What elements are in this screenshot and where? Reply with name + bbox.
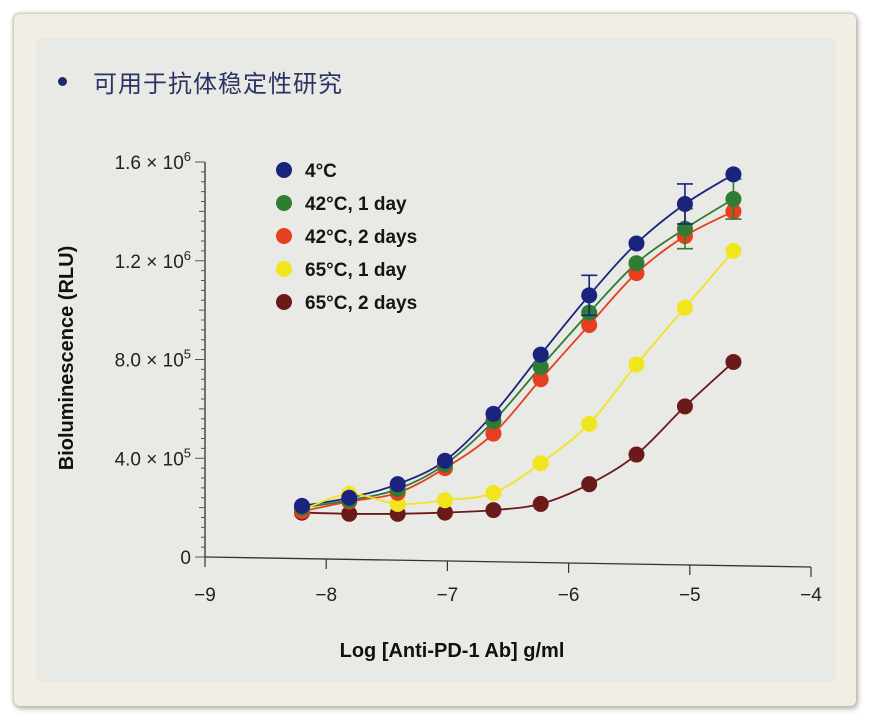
data-point (341, 505, 358, 522)
data-point (389, 476, 406, 493)
data-point (532, 495, 549, 512)
fit-curve (301, 198, 734, 509)
x-tick-label: −7 (437, 585, 459, 606)
legend: 4°C 42°C, 1 day 42°C, 2 days 65°C, 1 day 65°… (276, 161, 417, 314)
x-tick-label: −6 (558, 585, 580, 606)
data-point (628, 255, 645, 272)
data-point (532, 358, 549, 375)
data-point (485, 405, 502, 422)
data-point (389, 495, 406, 512)
data-point (341, 489, 358, 506)
legend-marker-icon (276, 162, 292, 178)
legend-marker-icon (276, 195, 292, 211)
bullet-icon (58, 77, 67, 86)
y-tick-label: 8.0 × 105 (115, 347, 191, 372)
x-tick-label: −4 (800, 585, 822, 606)
axes: 0 4.0 × 105 8.0 × 105 1.2 × 106 1.6 × 106 −9 −… (115, 149, 823, 606)
y-tick-label: 0 (180, 548, 191, 569)
data-point (725, 353, 742, 370)
slide-photo (36, 38, 836, 682)
legend-label: 42°C, 2 days (305, 227, 417, 248)
data-point (485, 484, 502, 501)
x-tick-label: −9 (194, 585, 216, 606)
bullet-text: 可用于抗体稳定性研究 (93, 71, 343, 98)
legend-label: 4°C (305, 161, 337, 182)
data-point (532, 455, 549, 472)
data-point (676, 299, 693, 316)
y-tick-label: 4.0 × 105 (115, 445, 191, 470)
data-point (581, 415, 598, 432)
y-tick-label: 1.2 × 106 (115, 248, 191, 273)
slide-bullet: 可用于抗体稳定性研究 (58, 64, 343, 99)
y-tick-label: 1.6 × 106 (115, 149, 191, 174)
legend-label: 65°C, 1 day (305, 260, 407, 281)
data-point (581, 476, 598, 493)
data-point (485, 425, 502, 442)
data-point (485, 502, 502, 519)
fit-curve (301, 173, 734, 507)
fit-curve (301, 210, 734, 513)
legend-label: 65°C, 2 days (305, 293, 417, 314)
y-axis-title: Bioluminescence (RLU) (56, 246, 78, 470)
fit-curves (301, 173, 735, 515)
x-axis-line (204, 556, 812, 568)
data-point (676, 195, 693, 212)
data-point (725, 242, 742, 259)
data-point (436, 504, 453, 521)
legend-marker-icon (276, 261, 292, 277)
data-point (676, 398, 693, 415)
x-axis-title: Log [Anti-PD-1 Ab] g/ml (340, 640, 565, 662)
data-point (628, 235, 645, 252)
legend-label: 42°C, 1 day (305, 194, 407, 215)
legend-marker-icon (276, 294, 292, 310)
data-point (436, 452, 453, 469)
data-point (725, 191, 742, 208)
data-point (532, 346, 549, 363)
fit-curve (301, 250, 735, 511)
legend-marker-icon (276, 228, 292, 244)
fit-curve (301, 361, 735, 515)
data-point (725, 166, 742, 183)
data-point (293, 497, 310, 514)
data-point (581, 287, 598, 304)
data-point (436, 492, 453, 509)
data-points (293, 166, 742, 522)
data-point (581, 316, 598, 333)
data-point (628, 356, 645, 373)
data-point (628, 446, 645, 463)
x-tick-label: −5 (679, 585, 701, 606)
data-point (532, 371, 549, 388)
x-tick-label: −8 (315, 585, 337, 606)
